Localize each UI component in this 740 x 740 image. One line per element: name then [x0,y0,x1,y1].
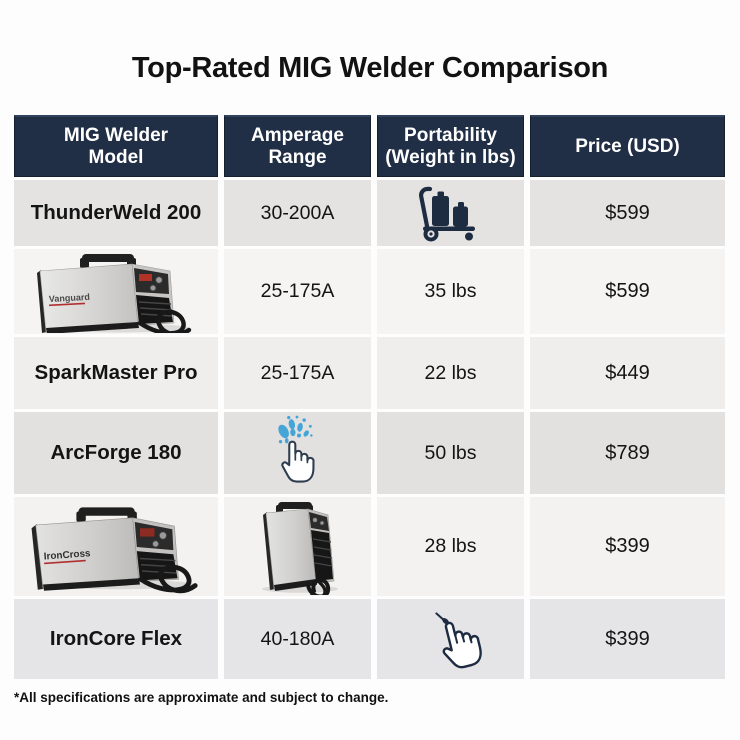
portability-cell: 28 lbs [377,497,524,596]
amperage-cell [224,497,371,596]
click-splash-icon [277,415,315,483]
welder-brand-label: Vanguard [49,291,90,303]
model-name: ThunderWeld 200 [30,201,202,224]
weight-value: 35 lbs [424,280,477,302]
page-title: Top-Rated MIG Welder Comparison [131,52,609,84]
model-name: IronCore Flex [49,627,183,650]
amperage-cell: 25-175A [224,249,371,334]
amperage-value: 25-175A [260,361,335,384]
price-cell: $599 [530,180,725,246]
header-cell-model: MIG Welder Model [14,115,218,177]
model-name: SparkMaster Pro [34,361,198,384]
comparison-table: MIG Welder Model Amperage Range Portabil… [14,115,725,679]
price-cell: $399 [530,497,725,596]
price-cell: $789 [530,412,725,494]
model-cell: ThunderWeld 200 [14,180,218,246]
tap-hand-icon [434,612,482,669]
price-cell: $599 [530,249,725,334]
header-cell-portability: Portability (Weight in lbs) [377,115,524,177]
silver-mig-welder-photo: Vanguard [37,253,192,333]
portability-cell: 22 lbs [377,337,524,409]
amperage-cell: 30-200A [224,180,371,246]
welder-brand-label: IronCross [44,548,92,562]
compact-mig-welder-photo [261,501,338,595]
amperage-value: 30-200A [260,201,335,224]
price-cell: $449 [530,337,725,409]
price-value: $599 [605,201,650,224]
header-label: Price (USD) [575,135,680,157]
model-name: ArcForge 180 [50,441,182,464]
weight-value: 50 lbs [424,441,477,464]
gray-mig-welder-photo: IronCross [31,506,198,593]
model-cell: IronCore Flex [14,599,218,679]
hand-truck-luggage-icon [418,186,475,242]
model-cell: SparkMaster Pro [14,337,218,409]
model-cell: IronCross [14,497,218,596]
price-value: $599 [605,280,650,302]
header-label: Portability (Weight in lbs) [385,125,516,168]
header-label: Amperage Range [251,125,344,168]
header-label: MIG Welder Model [63,125,169,168]
weight-value: 28 lbs [424,535,477,557]
price-value: $789 [605,441,650,464]
weight-value: 22 lbs [424,361,477,384]
infographic-page: Top-Rated MIG Welder Comparison MIG Weld… [14,52,725,705]
price-value: $399 [605,535,650,557]
price-cell: $399 [530,599,725,679]
amperage-cell: 25-175A [224,337,371,409]
portability-cell [377,599,524,679]
portability-cell: 35 lbs [377,249,524,334]
portability-cell: 50 lbs [377,412,524,494]
model-cell: ArcForge 180 [14,412,218,494]
amperage-cell [224,412,371,494]
price-value: $399 [605,627,650,650]
amperage-value: 25-175A [260,280,335,302]
amperage-cell: 40-180A [224,599,371,679]
model-cell: Vanguard [14,249,218,334]
price-value: $449 [605,361,650,384]
header-cell-amperage: Amperage Range [224,115,371,177]
portability-cell [377,180,524,246]
header-cell-price: Price (USD) [530,115,725,177]
amperage-value: 40-180A [260,627,335,650]
footnote: *All specifications are approximate and … [14,690,389,705]
